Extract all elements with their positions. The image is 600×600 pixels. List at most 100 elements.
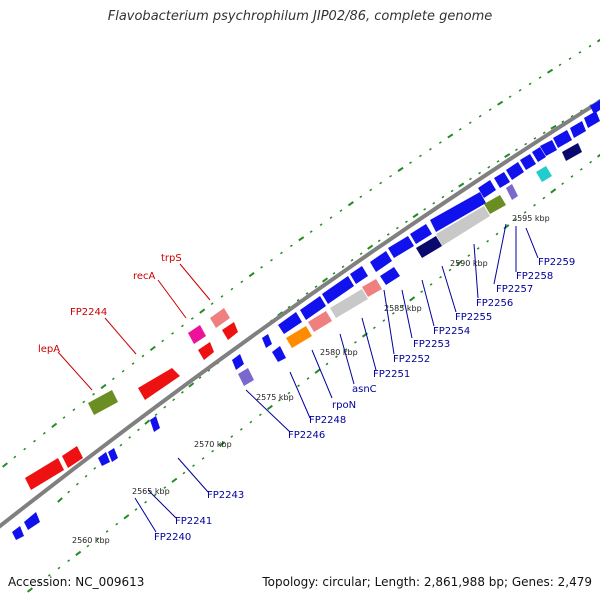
- gene-pink-f[interactable]: [308, 311, 332, 332]
- gene-blue-r2[interactable]: [12, 526, 24, 540]
- gene-blue-f15[interactable]: [553, 130, 572, 148]
- gene-label-lepA[interactable]: lepA: [38, 344, 60, 355]
- gene-olive-2[interactable]: [484, 195, 506, 214]
- gene-red-4[interactable]: [222, 322, 238, 340]
- gc-dot: [350, 258, 354, 262]
- gene-blue-f17[interactable]: [584, 111, 600, 128]
- gene-blue-f14[interactable]: [540, 140, 557, 156]
- gc-dot: [428, 147, 432, 151]
- gc-dot: [469, 177, 472, 181]
- gene-label-trpS[interactable]: trpS: [161, 253, 182, 264]
- gc-dot: [123, 514, 130, 520]
- gene-navy-2[interactable]: [562, 143, 582, 161]
- gc-dot: [201, 457, 205, 460]
- gene-lavender-f[interactable]: [506, 184, 518, 200]
- gc-dot: [296, 298, 300, 302]
- gc-dot: [100, 383, 107, 390]
- gene-label-FP2259[interactable]: FP2259: [538, 257, 575, 268]
- reverse-genes: [12, 334, 286, 540]
- gc-dot: [2, 462, 8, 468]
- gene-blue-f9[interactable]: [478, 180, 496, 198]
- gene-red-2[interactable]: [62, 446, 83, 468]
- gene-blue-f13[interactable]: [532, 147, 546, 162]
- gc-dot: [96, 537, 99, 541]
- gc-dot: [314, 285, 318, 289]
- gene-blue-f2[interactable]: [300, 296, 326, 320]
- gc-dot: [409, 296, 416, 302]
- gene-lepA[interactable]: [88, 390, 118, 415]
- gc-dot: [332, 272, 336, 275]
- gene-trpS[interactable]: [210, 308, 230, 328]
- gc-dot: [514, 218, 518, 221]
- gc-dot: [488, 108, 492, 111]
- gene-label-FP2243[interactable]: FP2243: [207, 490, 244, 501]
- gc-dot: [115, 522, 119, 526]
- gene-blue-f1[interactable]: [278, 312, 302, 334]
- gc-dot: [13, 455, 17, 459]
- gene-lavender-r[interactable]: [238, 368, 254, 386]
- gene-blue-r4[interactable]: [108, 448, 118, 462]
- gene-cyan[interactable]: [536, 166, 552, 182]
- gc-dot: [533, 137, 537, 140]
- gene-label-asnC[interactable]: asnC: [352, 384, 377, 395]
- gene-label-FP2252[interactable]: FP2252: [393, 354, 430, 365]
- gene-label-FP2254[interactable]: FP2254: [433, 326, 470, 337]
- gene-blue-f11[interactable]: [506, 162, 524, 180]
- gc-dot: [369, 188, 373, 192]
- gc-dot: [33, 439, 36, 443]
- gene-blue-f4[interactable]: [350, 266, 368, 284]
- gc-dot: [558, 63, 562, 67]
- gene-FP2244[interactable]: [138, 368, 180, 400]
- gene-label-FP2257[interactable]: FP2257: [496, 284, 533, 295]
- gene-blue-r7[interactable]: [262, 334, 272, 348]
- gc-dot: [550, 124, 557, 130]
- gene-blue-f16[interactable]: [570, 121, 586, 138]
- gc-dot: [497, 100, 504, 106]
- gene-blue-r6[interactable]: [232, 354, 244, 370]
- tick-label: 2595 kbp: [512, 214, 550, 223]
- gene-label-FP2251[interactable]: FP2251: [373, 369, 410, 380]
- gene-navy[interactable]: [416, 236, 442, 258]
- gc-dot: [248, 271, 255, 278]
- gc-dot: [597, 153, 600, 158]
- gene-red-1[interactable]: [25, 458, 64, 490]
- gene-pink-f2[interactable]: [362, 279, 382, 297]
- gene-orange[interactable]: [286, 326, 312, 348]
- gene-blue-r1[interactable]: [24, 512, 40, 530]
- gc-dot: [297, 384, 300, 388]
- gene-blue-f10[interactable]: [494, 172, 510, 188]
- gene-blue-f18[interactable]: [590, 100, 600, 114]
- gene-label-recA[interactable]: recA: [133, 271, 156, 282]
- gene-blue-r8[interactable]: [272, 346, 286, 362]
- gc-dot: [198, 376, 202, 380]
- gene-grey-f1[interactable]: [330, 289, 368, 318]
- gene-recA[interactable]: [188, 325, 206, 344]
- gene-label-FP2253[interactable]: FP2253: [413, 339, 450, 350]
- gene-grey-f2[interactable]: [436, 206, 490, 246]
- gene-blue-f8[interactable]: [430, 192, 486, 232]
- gene-label-FP2248[interactable]: FP2248: [309, 415, 346, 426]
- gene-blue-f7[interactable]: [410, 224, 432, 244]
- gene-label-FP2246[interactable]: FP2246: [288, 430, 325, 441]
- gene-label-FP2255[interactable]: FP2255: [455, 312, 492, 323]
- gene-red-3[interactable]: [198, 342, 214, 360]
- gene-label-FP2241[interactable]: FP2241: [175, 516, 212, 527]
- gene-blue-f5[interactable]: [370, 251, 392, 272]
- accession-text: Accession: NC_009613: [8, 575, 145, 589]
- gene-label-FP2244[interactable]: FP2244: [70, 307, 107, 318]
- gene-blue-f3[interactable]: [322, 276, 354, 304]
- gc-dot: [207, 369, 211, 372]
- gene-labels-forward: lepA FP2244 recA trpS: [38, 253, 182, 355]
- gene-blue-r3[interactable]: [98, 452, 110, 466]
- gene-label-rpoN[interactable]: rpoN: [332, 400, 356, 411]
- gene-blue-f12[interactable]: [520, 154, 536, 170]
- gc-dot: [121, 369, 125, 373]
- gene-label-FP2240[interactable]: FP2240: [154, 532, 191, 543]
- gene-blue-f19[interactable]: [380, 267, 400, 285]
- gene-blue-f6[interactable]: [388, 236, 414, 258]
- gene-label-FP2258[interactable]: FP2258: [516, 271, 553, 282]
- gene-blue-r5[interactable]: [150, 416, 160, 432]
- gene-label-FP2256[interactable]: FP2256: [476, 298, 513, 309]
- gc-dot: [161, 339, 165, 343]
- gc-dot: [344, 348, 348, 351]
